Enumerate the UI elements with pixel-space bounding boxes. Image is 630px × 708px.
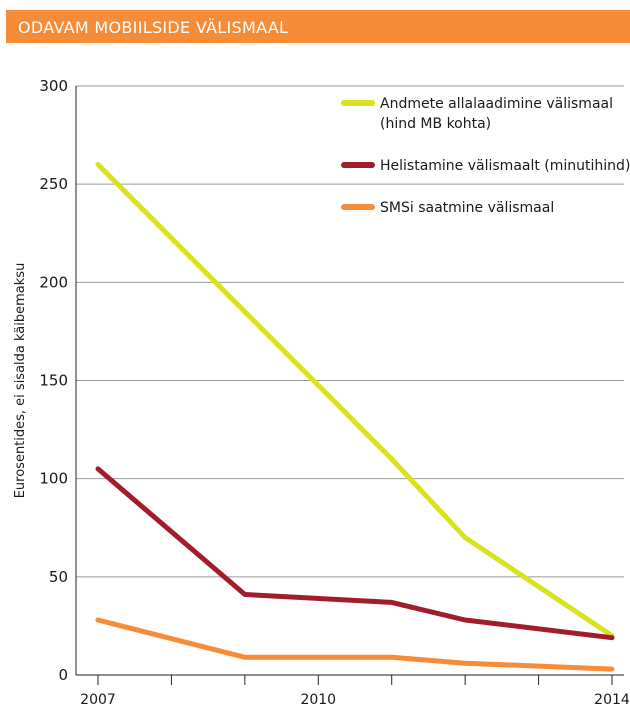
x-tick-label: 2014 [594, 692, 630, 708]
y-tick-label: 250 [39, 175, 68, 193]
x-tick-label: 2010 [300, 692, 336, 708]
y-tick-label: 100 [39, 470, 68, 488]
series-line-1 [95, 162, 615, 639]
legend-label: (hind MB kohta) [380, 116, 491, 132]
chart-title: ODAVAM MOBIILSIDE VÄLISMAAL [18, 18, 289, 37]
y-axis-label: Eurosentides, ei sisalda käibemaksu [13, 263, 28, 499]
y-tick-label: 200 [39, 273, 68, 291]
series-line-3 [95, 617, 615, 672]
y-tick-label: 150 [39, 372, 68, 390]
series-line-2 [95, 466, 615, 641]
x-tick-label: 2007 [80, 692, 116, 708]
y-tick-label: 300 [39, 77, 68, 95]
legend-label: Andmete allalaadimine välismaal [380, 96, 613, 112]
legend-label: Helistamine välismaalt (minutihind) [380, 158, 630, 174]
y-tick-label: 0 [58, 666, 68, 684]
legend-label: SMSi saatmine välismaal [380, 200, 554, 216]
y-tick-label: 50 [49, 568, 68, 586]
header-bar: ODAVAM MOBIILSIDE VÄLISMAAL [6, 10, 630, 43]
